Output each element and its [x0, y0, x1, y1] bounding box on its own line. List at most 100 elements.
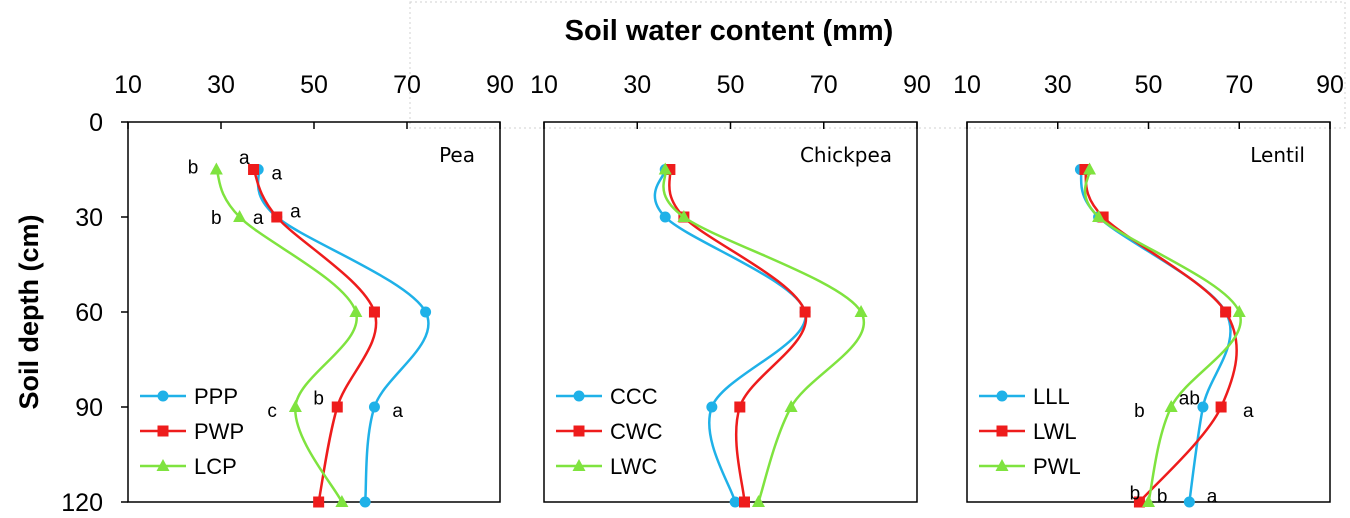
significance-letter: a [1207, 487, 1218, 508]
significance-letter: b [313, 389, 324, 410]
series-pwp [248, 164, 380, 508]
legend-marker [995, 459, 1009, 471]
significance-letter: a [290, 202, 301, 223]
data-point [1097, 211, 1109, 223]
data-point [1197, 401, 1209, 413]
data-point [1215, 401, 1227, 413]
x-tick-label: 50 [300, 71, 328, 99]
data-point [335, 495, 349, 507]
y-axis-label: Soil depth (cm) [14, 215, 44, 410]
x-tick-label: 50 [717, 71, 745, 99]
y-tick-label: 30 [75, 204, 103, 232]
legend-marker [573, 425, 585, 437]
series-line [256, 169, 430, 503]
significance-letter: b [211, 208, 222, 229]
legend-marker [572, 459, 586, 471]
significance-letter: b [188, 157, 199, 178]
series-line [662, 169, 865, 503]
legend-marker [157, 425, 169, 437]
significance-letter: b [1134, 401, 1145, 422]
legend-marker [156, 459, 170, 471]
x-tick-label: 50 [1135, 71, 1163, 99]
legend-label: LWL [1033, 419, 1077, 444]
data-point [706, 401, 718, 413]
legend-label: LCP [194, 454, 237, 479]
data-point [734, 401, 746, 413]
x-tick-label: 30 [1044, 71, 1072, 99]
legend: LLL LWL PWL [979, 384, 1081, 479]
data-point [1232, 305, 1246, 317]
series-line [653, 169, 807, 503]
significance-letter: a [239, 148, 250, 169]
data-point [368, 401, 380, 413]
legend: CCC CWC LWC [556, 384, 663, 479]
data-point [359, 496, 371, 508]
data-point [420, 306, 432, 318]
data-point [1220, 306, 1232, 318]
chart-title: Soil water content (mm) [565, 15, 894, 47]
x-tick-label: 30 [207, 71, 235, 99]
y-tick-label: 120 [61, 489, 103, 517]
data-point [784, 400, 798, 412]
data-point [854, 305, 868, 317]
x-tick-label: 30 [623, 71, 651, 99]
legend: PPP PWP LCP [140, 384, 244, 479]
data-point [288, 400, 302, 412]
series-lwc [658, 162, 868, 507]
data-point [751, 495, 765, 507]
legend-label: PPP [194, 384, 238, 409]
y-tick-label: 60 [75, 299, 103, 327]
panel-label: Chickpea [800, 143, 892, 167]
y-tick-label: 90 [75, 394, 103, 422]
x-tick-label: 70 [393, 71, 421, 99]
x-tick-label: 90 [1316, 71, 1344, 99]
plot-frame [966, 121, 1331, 503]
legend-label: CWC [610, 419, 663, 444]
y-tick-label: 0 [89, 109, 103, 137]
series-ccc [653, 164, 811, 508]
significance-letter: a [253, 208, 264, 229]
data-point [677, 210, 691, 222]
data-point [799, 306, 811, 318]
x-tick-label: 10 [953, 71, 981, 99]
data-point [209, 162, 223, 175]
panel-chickpea: 10 30 50 70 90 Chickpea CCC CWC LWC [530, 71, 931, 508]
data-point [248, 164, 260, 175]
data-point [271, 211, 283, 223]
data-point [658, 162, 672, 175]
data-point [233, 210, 247, 222]
data-point [368, 306, 380, 318]
series-pwl [1083, 162, 1246, 507]
data-point [664, 164, 676, 175]
significance-letter: ab [1179, 389, 1200, 410]
x-tick-label: 10 [114, 71, 142, 99]
legend-label: LWC [610, 454, 657, 479]
significance-letter: a [272, 164, 283, 185]
significance-letter: a [1243, 401, 1254, 422]
panel-label: Lentil [1250, 143, 1305, 167]
data-point [1079, 164, 1091, 175]
data-point [313, 496, 325, 508]
data-point [1164, 400, 1178, 412]
x-tick-label: 90 [486, 71, 514, 99]
x-tick-label: 90 [903, 71, 931, 99]
legend-label: LLL [1033, 384, 1070, 409]
data-point [1142, 495, 1155, 507]
legend-label: CCC [610, 384, 658, 409]
significance-letter: b [1130, 484, 1141, 505]
x-tick-label: 70 [1225, 71, 1253, 99]
legend-marker [996, 390, 1008, 402]
data-point [331, 401, 343, 413]
data-point [659, 211, 671, 223]
series-lcp [209, 162, 363, 507]
data-point [729, 496, 741, 508]
plot-frame [127, 121, 501, 503]
x-tick-label: 10 [530, 71, 558, 99]
significance-letter: c [267, 401, 277, 422]
legend-label: PWL [1033, 454, 1081, 479]
significance-letter: a [392, 401, 403, 422]
